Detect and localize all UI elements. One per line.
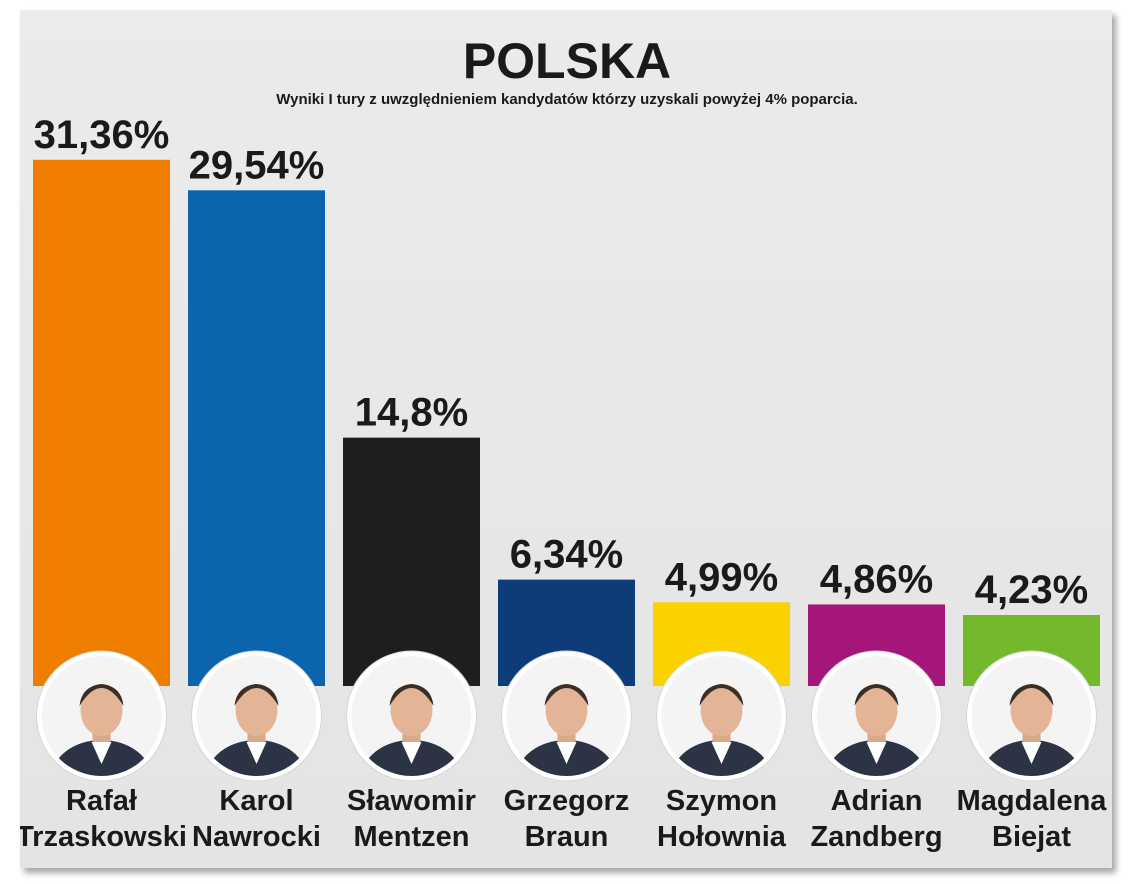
candidate-name-label: Braun [525, 821, 609, 853]
person-photo-icon [41, 656, 162, 776]
bar [188, 190, 325, 687]
bar [343, 437, 480, 686]
candidate-avatar [501, 650, 632, 782]
person-photo-icon [351, 656, 472, 776]
chart-title: POLSKA [463, 33, 671, 89]
person-photo-icon [506, 656, 627, 776]
candidate-name-label: Rafał [66, 785, 137, 817]
chart-panel: POLSKA Wyniki I tury z uwzględnieniem ka… [20, 10, 1112, 868]
candidate-name-label: Biejat [992, 821, 1071, 853]
candidate-name-label: Szymon [666, 785, 777, 817]
candidate-name-label: Hołownia [657, 821, 787, 853]
candidate-name-label: Sławomir [347, 785, 476, 817]
candidate-name-label: Zandberg [810, 821, 942, 853]
candidate-avatar [346, 650, 477, 782]
value-label: 29,54% [189, 143, 325, 187]
person-photo-icon [816, 656, 937, 776]
person-photo-icon [661, 656, 782, 776]
bar [33, 159, 170, 687]
value-label: 6,34% [510, 533, 623, 577]
candidate-name-label: Nawrocki [192, 821, 321, 853]
candidate-name-label: Karol [219, 785, 293, 817]
value-label: 4,99% [665, 555, 778, 599]
candidate-avatar [191, 650, 322, 782]
chart-subtitle: Wyniki I tury z uwzględnieniem kandydató… [276, 91, 858, 108]
candidate-name-label: Mentzen [354, 821, 470, 853]
candidate-name-label: Grzegorz [504, 785, 630, 817]
bar-chart: POLSKA Wyniki I tury z uwzględnieniem ka… [20, 33, 1108, 853]
candidate-name-label: Adrian [831, 785, 923, 817]
candidate-avatar [36, 650, 167, 782]
person-photo-icon [196, 656, 317, 776]
candidate-name-label: Trzaskowski [20, 821, 187, 853]
value-label: 31,36% [34, 113, 170, 157]
value-label: 4,86% [820, 557, 933, 601]
value-label: 14,8% [355, 391, 468, 435]
candidate-avatar [656, 650, 787, 782]
candidate-name-label: Magdalena [957, 785, 1108, 817]
person-photo-icon [971, 656, 1092, 776]
candidate-avatar [966, 650, 1097, 782]
value-label: 4,23% [975, 568, 1088, 612]
candidate-avatar [811, 650, 942, 782]
